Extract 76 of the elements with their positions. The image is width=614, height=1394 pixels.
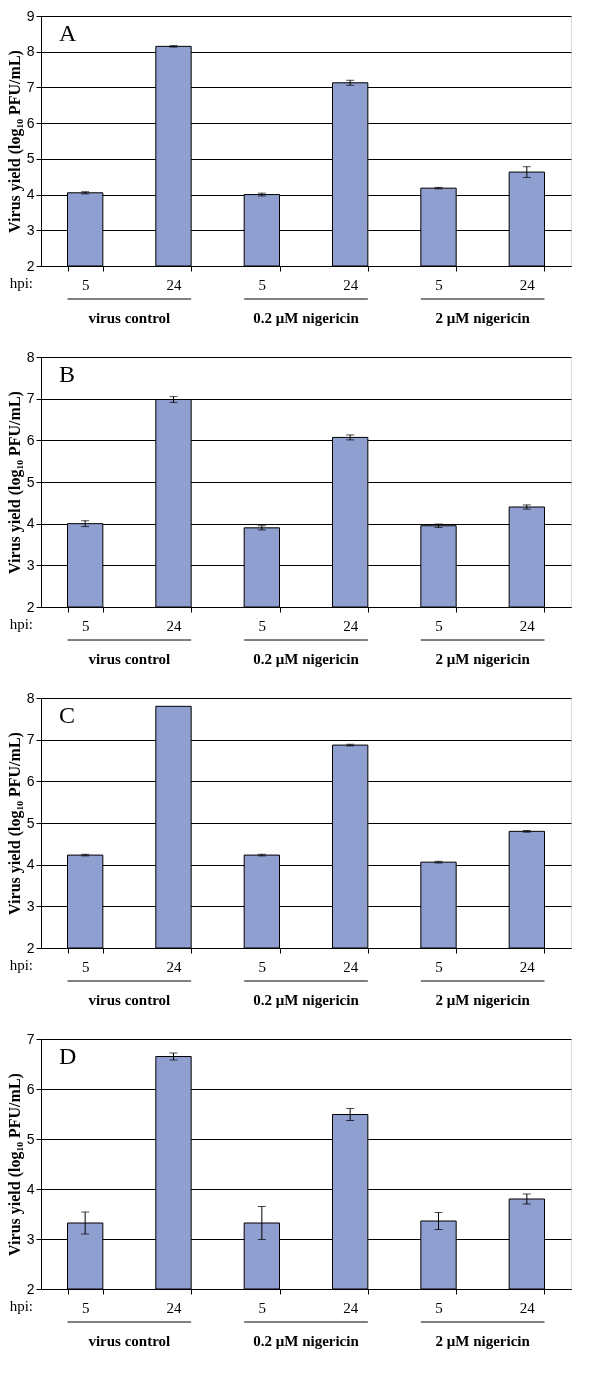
x-tick-label: 24 — [519, 1299, 536, 1316]
y-tick-label: 6 — [26, 1080, 35, 1097]
x-tick-label: 5 — [81, 958, 90, 975]
x-tick-label: 24 — [343, 1299, 359, 1316]
y-tick-label: 4 — [26, 1180, 35, 1197]
y-tick-label: 8 — [26, 348, 35, 365]
text: virus control — [88, 310, 171, 326]
x-tick-label: 5 — [258, 617, 267, 634]
y-tick-label: 2 — [26, 598, 35, 615]
x-tick-label: 5 — [258, 958, 267, 975]
y-tick-label: 7 — [26, 731, 35, 748]
y-tick-label: 6 — [26, 114, 35, 131]
y-tick-label: 3 — [26, 556, 35, 573]
y-tick-label: 3 — [26, 1230, 35, 1247]
x-tick-label: 5 — [81, 617, 90, 634]
x-tick-label: 24 — [166, 617, 182, 634]
x-tick-label: 24 — [343, 617, 359, 634]
y-tick-label: 5 — [26, 150, 35, 167]
x-tick-label: 5 — [81, 1299, 90, 1316]
text: 2 μM nigericin — [435, 310, 531, 326]
x-tick-label: 24 — [166, 1299, 182, 1316]
text: 2 μM nigericin — [435, 992, 531, 1008]
y-tick-label: 3 — [26, 897, 35, 914]
y-tick-label: 7 — [26, 390, 35, 407]
y-axis-title: Virus yield (log₁₀ PFU/mL) — [5, 732, 24, 915]
chart-title: A — [59, 20, 77, 46]
text: virus control — [88, 992, 171, 1008]
x-tick-label: 24 — [343, 276, 359, 293]
x-tick-label: 5 — [258, 276, 267, 293]
y-tick-label: 2 — [26, 939, 35, 956]
y-axis-title: Virus yield (log₁₀ PFU/mL) — [5, 50, 24, 233]
x-tick-label: 24 — [519, 276, 536, 293]
text: hpi: — [9, 616, 33, 632]
text: 2 μM nigericin — [435, 651, 531, 667]
chart-title: D — [59, 1043, 77, 1069]
text: 0.2 μM nigericin — [253, 1333, 360, 1349]
x-tick-label: 24 — [519, 958, 536, 975]
y-tick-label: 5 — [26, 814, 35, 831]
y-tick-label: 2 — [26, 1280, 35, 1297]
text: virus control — [88, 1333, 171, 1349]
y-tick-label: 6 — [26, 772, 35, 789]
y-tick-label: 9 — [26, 7, 35, 24]
x-tick-label: 5 — [435, 1299, 443, 1316]
text: hpi: — [9, 957, 33, 973]
x-tick-label: 24 — [166, 276, 182, 293]
y-tick-label: 4 — [26, 515, 35, 532]
text: hpi: — [9, 275, 33, 291]
x-tick-label: 24 — [519, 617, 536, 634]
y-tick-label: 2 — [26, 257, 35, 274]
x-tick-label: 5 — [435, 958, 443, 975]
y-tick-label: 7 — [26, 1030, 35, 1047]
chart-title: C — [59, 702, 76, 728]
y-tick-label: 4 — [26, 186, 35, 203]
y-tick-label: 3 — [26, 221, 35, 238]
y-tick-label: 7 — [26, 78, 35, 95]
y-axis-title: Virus yield (log₁₀ PFU/mL) — [5, 391, 24, 574]
y-tick-label: 5 — [26, 1130, 35, 1147]
x-tick-label: 24 — [343, 958, 359, 975]
x-tick-label: 24 — [166, 958, 182, 975]
chart-title: B — [59, 361, 76, 387]
text: 0.2 μM nigericin — [253, 310, 360, 326]
x-tick-label: 5 — [435, 617, 443, 634]
y-tick-label: 8 — [26, 689, 35, 706]
y-tick-label: 6 — [26, 431, 35, 448]
text: virus control — [88, 651, 171, 667]
text: hpi: — [9, 1298, 33, 1314]
text: 2 μM nigericin — [435, 1333, 531, 1349]
x-tick-label: 5 — [258, 1299, 267, 1316]
y-tick-label: 5 — [26, 473, 35, 490]
y-tick-label: 8 — [26, 43, 35, 60]
text: 0.2 μM nigericin — [253, 992, 360, 1008]
x-tick-label: 5 — [435, 276, 443, 293]
text: 0.2 μM nigericin — [253, 651, 360, 667]
y-axis-title: Virus yield (log₁₀ PFU/mL) — [5, 1073, 24, 1256]
y-tick-label: 4 — [26, 856, 35, 873]
x-tick-label: 5 — [81, 276, 90, 293]
